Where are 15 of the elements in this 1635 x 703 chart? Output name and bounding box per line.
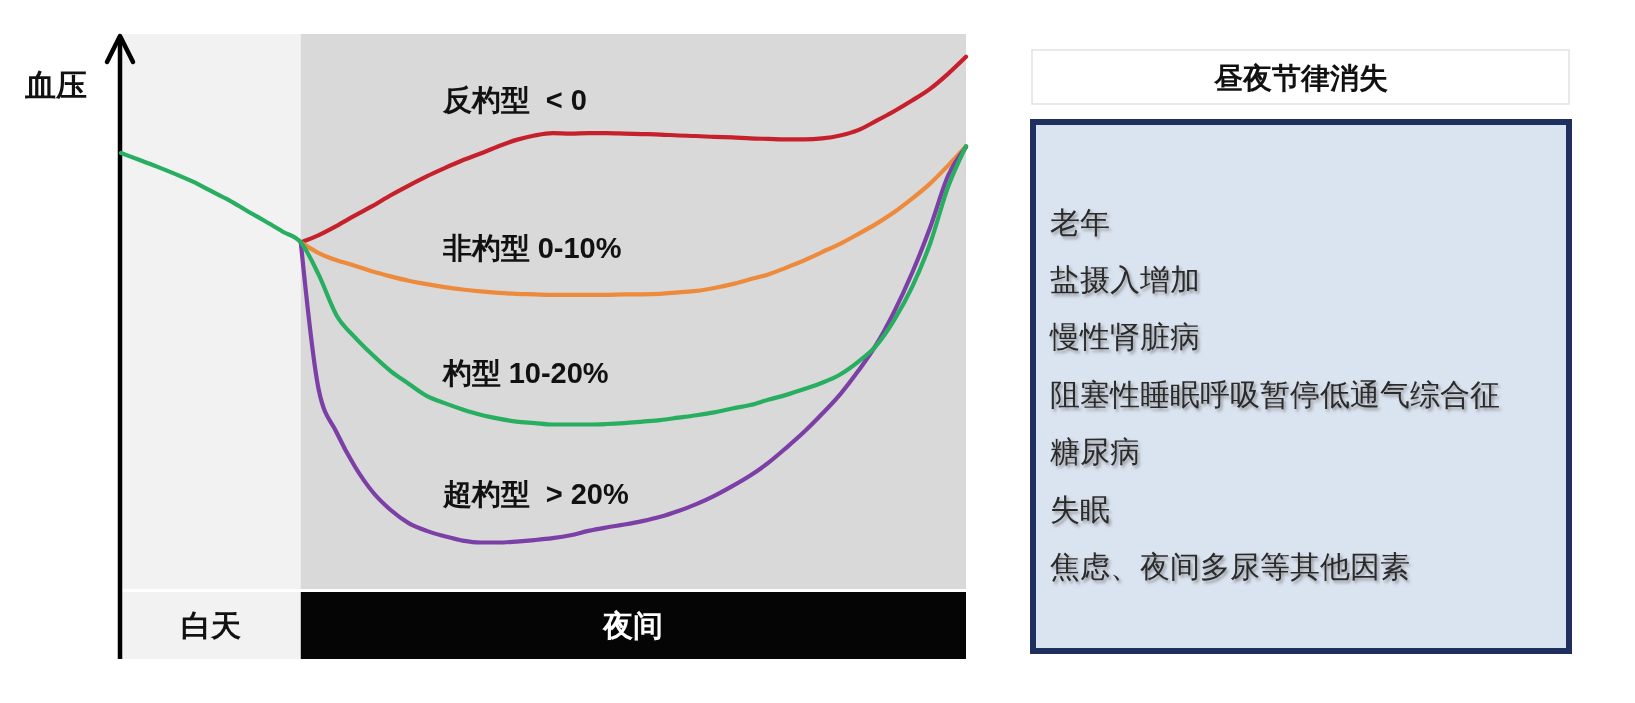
- text: 昼夜节律消失: [1212, 62, 1388, 94]
- text: 焦虑、夜间多尿等其他因素: [1050, 549, 1410, 583]
- text: 阻塞性睡眠呼吸暂停低通气综合征: [1050, 377, 1500, 411]
- text: 失眠: [1050, 492, 1110, 526]
- annotation: 夜间: [603, 609, 664, 642]
- text: 盐摄入增加: [1050, 262, 1200, 296]
- series-label: 超杓型 > 20%: [441, 477, 629, 510]
- text: 慢性肾脏病: [1049, 320, 1200, 354]
- series-label: 非杓型 0-10%: [441, 231, 622, 264]
- text: 老年: [1050, 205, 1110, 239]
- series-label: 反杓型 < 0: [441, 83, 587, 116]
- y-axis-title: 血压: [24, 67, 87, 103]
- text: 糖尿病: [1050, 435, 1140, 469]
- annotation: 白天: [180, 609, 241, 642]
- series-label: 杓型 10-20%: [440, 357, 609, 390]
